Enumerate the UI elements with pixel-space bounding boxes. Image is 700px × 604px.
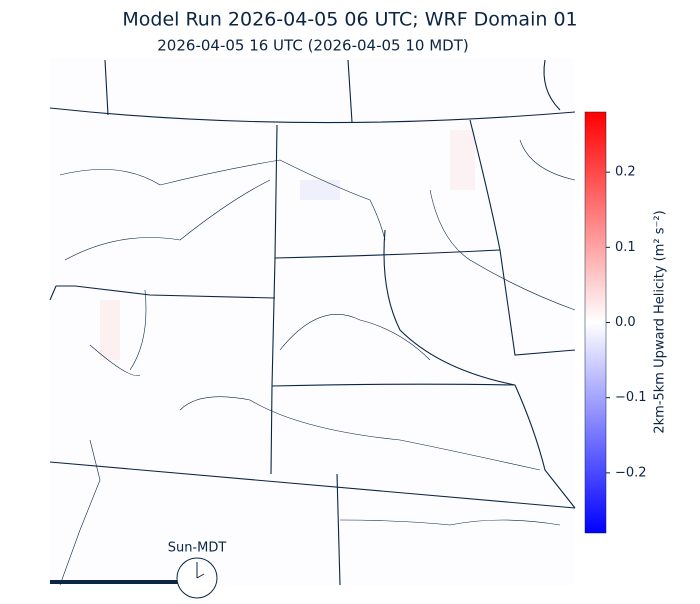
title: Model Run 2026-04-05 06 UTC; WRF Domain … [122,9,577,31]
colorbar-tick-label: 0.2 [615,165,636,180]
clock-label: Sun-MDT [168,541,227,556]
colorbar-tick-label: 0.1 [615,240,636,255]
colorbar-label: 2km-5km Upward Helicity (m² s⁻²) [653,210,668,433]
colorbar-tick-label: 0.0 [615,315,636,330]
clock-hand [196,573,205,579]
map [49,58,576,586]
colorbar-tick-label: −0.1 [615,390,647,405]
subtitle: 2026-04-05 16 UTC (2026-04-05 10 MDT) [157,37,468,55]
colorbar-tick-label: −0.2 [615,465,647,480]
colorbar [584,111,607,534]
